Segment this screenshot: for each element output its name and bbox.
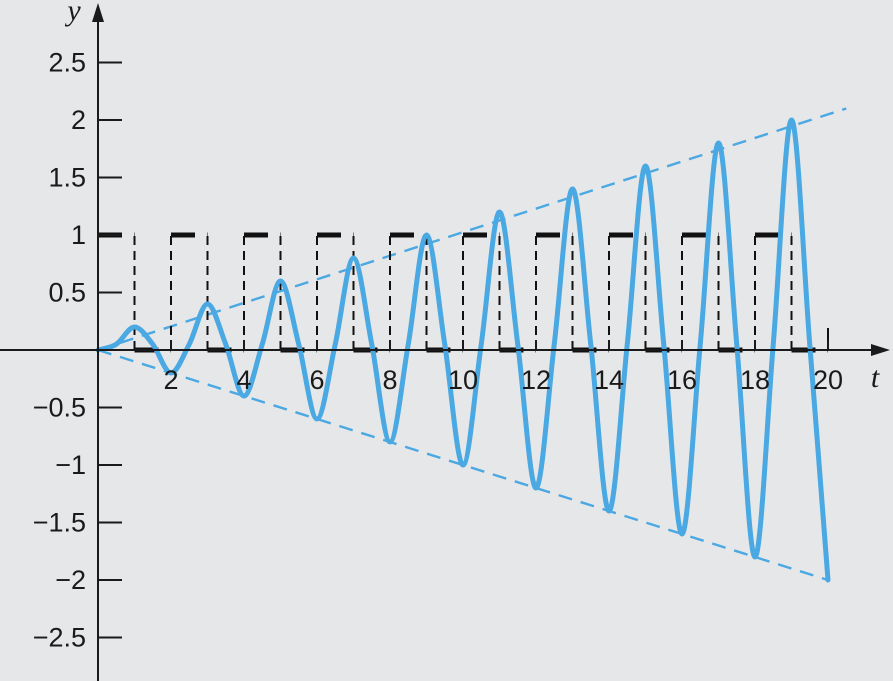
- x-tick-label: 8: [382, 365, 397, 395]
- y-tick-label: 2.5: [48, 48, 86, 78]
- y-tick-label: 1: [71, 220, 86, 250]
- x-tick-label: 10: [448, 365, 478, 395]
- x-tick-label: 4: [236, 365, 251, 395]
- response-curve: [95, 117, 831, 583]
- x-axis-title: t: [871, 361, 880, 394]
- y-tick-label: 1.5: [48, 163, 86, 193]
- y-axis-title: y: [64, 0, 81, 27]
- x-tick-label: 20: [813, 365, 843, 395]
- y-tick-label: −1: [55, 450, 86, 480]
- x-tick-label: 12: [521, 365, 551, 395]
- y-axis-arrow: [92, 3, 104, 22]
- axes-group: [0, 3, 890, 681]
- y-tick-label: 2: [71, 105, 86, 135]
- x-tick-label: 14: [594, 365, 624, 395]
- x-tick-label: 18: [740, 365, 770, 395]
- y-tick-label: −0.5: [33, 393, 86, 423]
- response-group: [95, 117, 831, 583]
- x-tick-label: 2: [163, 365, 178, 395]
- y-tick-label: −1.5: [33, 508, 86, 538]
- x-tick-label: 16: [667, 365, 697, 395]
- x-axis-arrow: [871, 344, 890, 356]
- lower-envelope-line: [97, 348, 829, 582]
- y-tick-label: −2.5: [33, 623, 86, 653]
- y-tick-label: 0.5: [48, 278, 86, 308]
- x-tick-label: 6: [309, 365, 324, 395]
- y-tick-label: −2: [55, 565, 86, 595]
- ticks-group: 2 4 6 8 10 12 14 16 18 20 2.5 2 1.5 1 0.5 −0.5 −1 −1.5 −2 −…: [33, 48, 843, 653]
